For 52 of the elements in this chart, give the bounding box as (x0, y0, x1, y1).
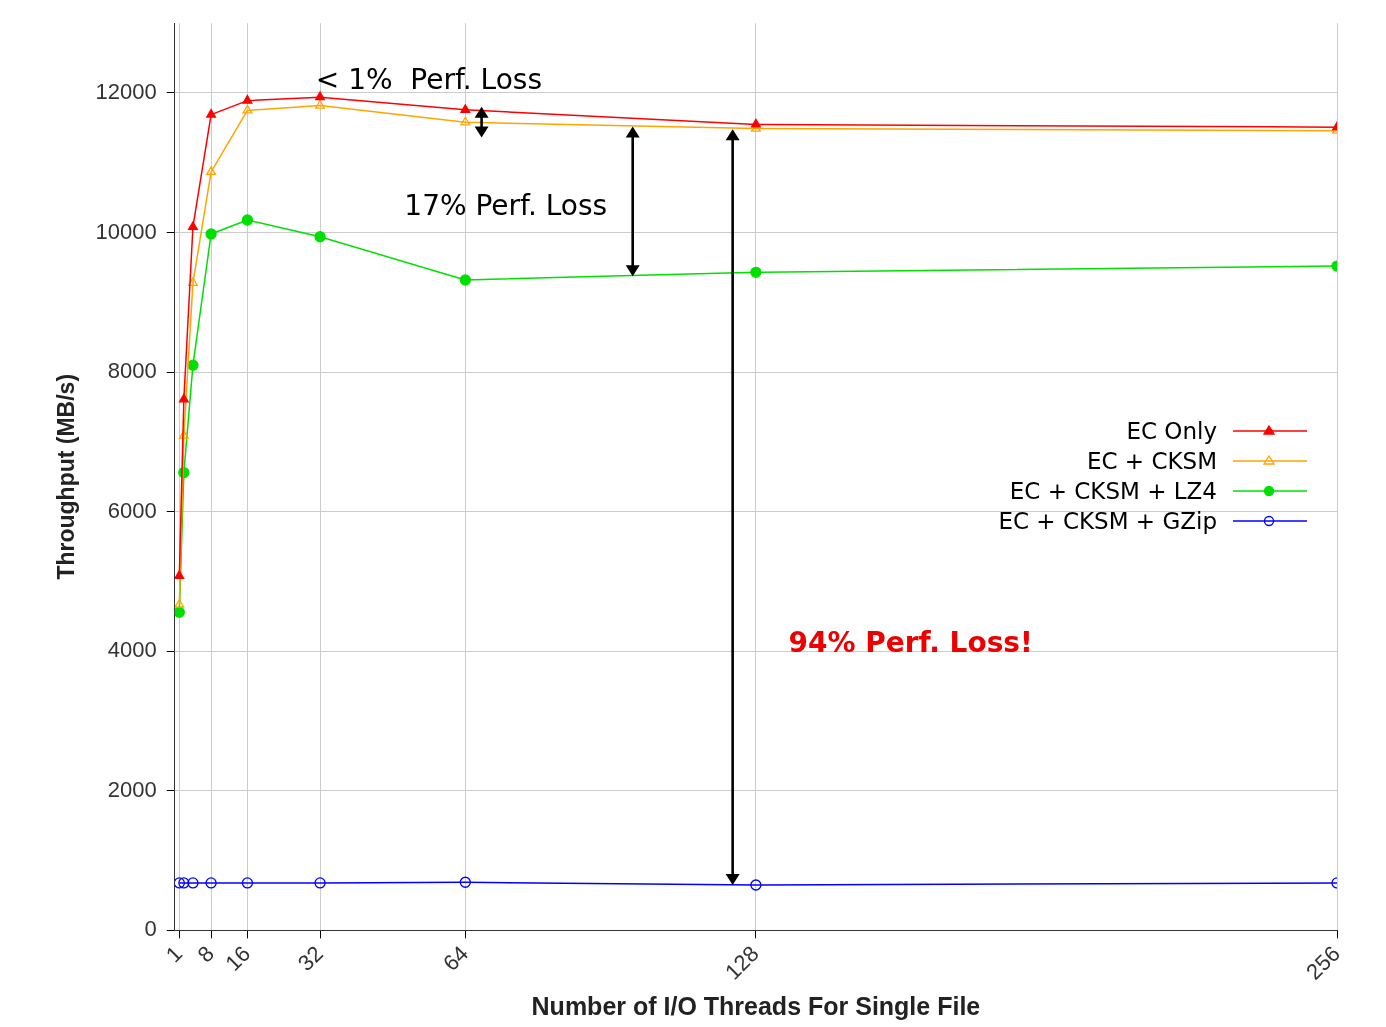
point (206, 166, 217, 175)
point (242, 104, 253, 114)
x-tick-label: 16 (220, 940, 256, 976)
x-tick-label: 128 (720, 940, 764, 985)
point (315, 91, 326, 101)
point (206, 108, 217, 118)
point (174, 606, 185, 618)
point (750, 879, 762, 891)
point (205, 228, 217, 240)
point (174, 570, 185, 580)
point (459, 876, 471, 888)
point (205, 877, 217, 889)
point (241, 877, 254, 889)
legend-label: EC + CKSM + GZip (998, 508, 1217, 535)
point (174, 598, 185, 608)
x-tick-label: 64 (438, 940, 474, 976)
point (187, 221, 198, 231)
annotation: < 1% Perf. Loss (315, 63, 543, 97)
point (750, 266, 762, 278)
x-tick-label: 1 (160, 940, 188, 968)
point (178, 877, 190, 889)
point (241, 214, 254, 226)
point (750, 118, 761, 128)
x-axis-title: Number of I/O Threads For Single File (531, 991, 981, 1020)
x-tick-label: 8 (192, 940, 219, 968)
point (315, 99, 326, 109)
y-tick-label: 0 (144, 916, 157, 942)
x-tick-label: 32 (292, 940, 328, 976)
y-axis-title: Throughput (MB/s) (53, 373, 80, 580)
y-tick-label: 4000 (107, 637, 157, 663)
point (187, 277, 198, 286)
y-tick-label: 10000 (95, 218, 157, 244)
legend-label: EC + CKSM (1086, 448, 1217, 475)
point (459, 274, 471, 286)
point (460, 116, 471, 126)
legend-label: EC Only (1126, 418, 1217, 445)
point (460, 104, 471, 113)
y-tick-label: 2000 (107, 776, 157, 802)
annotation: 17% Perf. Loss (404, 188, 608, 222)
point (242, 95, 253, 104)
legend-label: EC + CKSM + LZ4 (1009, 478, 1217, 505)
point (314, 877, 326, 889)
y-tick-label: 8000 (107, 358, 157, 384)
x-tick-label: 256 (1301, 940, 1345, 985)
y-tick-label: 12000 (95, 79, 157, 105)
annotation: 94% Perf. Loss! (788, 625, 1033, 659)
point (174, 877, 185, 889)
point (178, 429, 189, 439)
point (187, 877, 199, 889)
y-tick-label: 6000 (107, 497, 157, 523)
point (178, 393, 189, 403)
point (314, 231, 326, 243)
